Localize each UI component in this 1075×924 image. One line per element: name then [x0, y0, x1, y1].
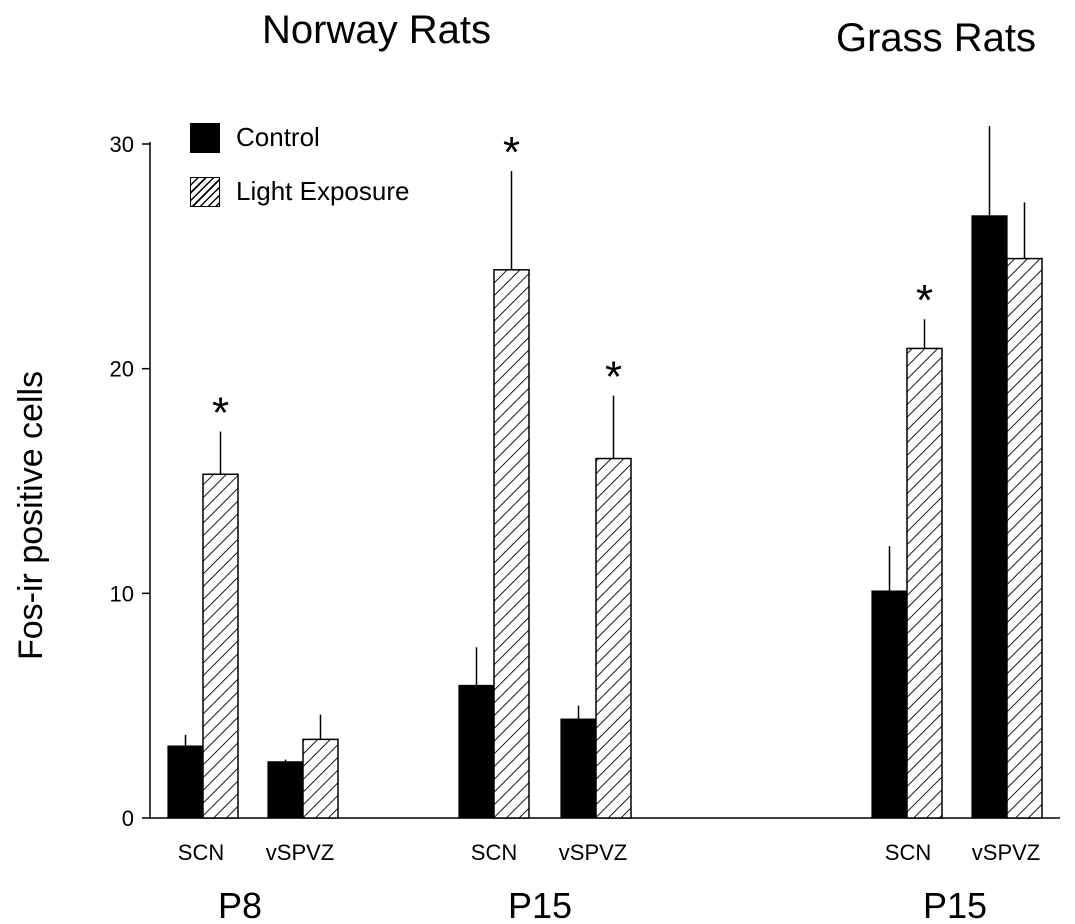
legend-control: Control [190, 122, 320, 153]
region-label: SCN [471, 840, 517, 865]
region-label: vSPVZ [266, 840, 334, 865]
legend-swatch-light [190, 176, 220, 207]
region-label: SCN [885, 840, 931, 865]
region-label: SCN [178, 840, 224, 865]
bar-control [267, 761, 304, 819]
bar-light-exposure [595, 457, 632, 819]
significance-asterisk: * [916, 276, 933, 325]
age-group-label: P15 [923, 885, 987, 924]
bar-light-exposure [202, 473, 239, 819]
bar-control [167, 745, 204, 819]
bar-light-exposure [302, 738, 339, 819]
bar-light-exposure [493, 269, 530, 819]
y-tick-label: 30 [110, 132, 134, 157]
region-label: vSPVZ [559, 840, 627, 865]
legend-light: Light Exposure [190, 176, 409, 207]
y-tick-label: 10 [110, 581, 134, 606]
legend-label-control: Control [236, 122, 320, 152]
bar-light-exposure [1006, 257, 1043, 819]
y-tick-label: 20 [110, 357, 134, 382]
bar-control [871, 590, 908, 819]
region-label: vSPVZ [972, 840, 1040, 865]
panel-title-grass: Grass Rats [836, 16, 1037, 60]
y-tick-label: 0 [122, 806, 134, 831]
significance-asterisk: * [605, 353, 622, 402]
bar-control [458, 684, 495, 819]
legend-label-light: Light Exposure [236, 176, 410, 206]
bar-control [560, 718, 597, 819]
age-group-label: P15 [508, 885, 572, 924]
bar-light-exposure [906, 347, 943, 819]
panel-title-norway: Norway Rats [262, 8, 491, 52]
significance-asterisk: * [503, 128, 520, 177]
bar-control [971, 215, 1008, 819]
legend-swatch-control [190, 122, 220, 153]
age-group-label: P8 [218, 885, 262, 924]
significance-asterisk: * [212, 389, 229, 438]
